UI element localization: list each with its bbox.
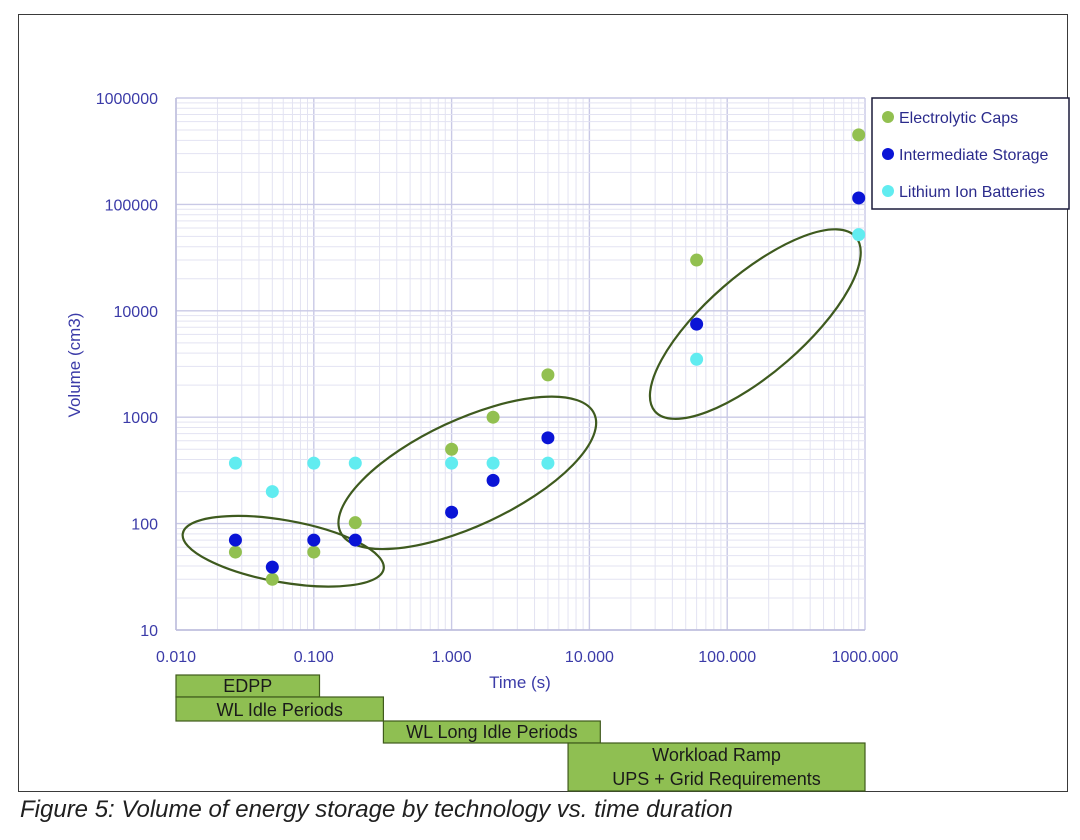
y-tick-label: 1000000: [96, 91, 158, 108]
lithium-ion-batteries-point: [690, 352, 704, 366]
intermediate-storage-point: [445, 505, 459, 519]
intermediate-storage-point: [541, 431, 555, 445]
x-axis-label: Time (s): [489, 673, 551, 692]
intermediate-storage-point: [228, 533, 242, 547]
time-band: [175, 696, 385, 722]
plot-gridlines: [175, 97, 866, 631]
electrolytic-caps-point: [307, 545, 321, 559]
time-band-label: EDPP: [223, 676, 272, 696]
electrolytic-caps-point: [852, 128, 866, 142]
x-tick-label: 0.100: [294, 649, 334, 666]
electrolytic-caps-point: [348, 516, 362, 530]
lithium-ion-batteries-point: [852, 228, 866, 242]
lithium-ion-batteries-point: [265, 485, 279, 499]
intermediate-storage-point: [690, 317, 704, 331]
scatter-chart: 0.010 0.100 1.000 10.000 100.000 1000.000 10 10…: [65, 91, 1070, 792]
time-bands: EDPP WL Idle Periods WL Long Idle Periods W…: [175, 674, 866, 792]
electrolytic-caps-point: [486, 410, 500, 424]
x-tick-label: 1.000: [432, 649, 472, 666]
time-band: [382, 720, 601, 744]
x-tick-label: 0.010: [156, 649, 196, 666]
y-tick-label: 100000: [105, 197, 158, 214]
y-tick-label: 10: [140, 623, 158, 640]
intermediate-storage-point: [307, 533, 321, 547]
legend-label: Electrolytic Caps: [899, 110, 1018, 127]
axis-tick-labels: 0.010 0.100 1.000 10.000 100.000 1000.000 10 10…: [96, 91, 899, 666]
lithium-ion-batteries-point: [541, 456, 555, 470]
intermediate-storage-point: [486, 473, 500, 487]
y-axis-label: Volume (cm3): [65, 313, 84, 418]
y-tick-label: 10000: [114, 304, 159, 321]
x-tick-label: 1000.000: [832, 649, 899, 666]
time-band-label: WL Idle Periods: [217, 700, 343, 720]
electrolytic-caps-point: [541, 368, 555, 382]
legend-marker: [882, 185, 894, 197]
lithium-ion-batteries-point: [445, 456, 459, 470]
figure-caption: Figure 5: Volume of energy storage by te…: [20, 796, 733, 823]
intermediate-storage-point: [852, 191, 866, 205]
grouping-ellipse: [648, 228, 862, 420]
time-band-label: WL Long Idle Periods: [406, 722, 577, 742]
y-tick-label: 100: [131, 517, 158, 534]
time-band: [567, 742, 866, 792]
time-band-label: Workload Ramp: [652, 745, 781, 765]
electrolytic-caps-point: [265, 572, 279, 586]
lithium-ion-batteries-point: [348, 456, 362, 470]
legend-label: Lithium Ion Batteries: [899, 184, 1045, 201]
time-band-label: UPS + Grid Requirements: [612, 769, 821, 789]
intermediate-storage-point: [348, 533, 362, 547]
legend-marker: [882, 111, 894, 123]
legend-box: [871, 97, 1070, 210]
lithium-ion-batteries-point: [486, 456, 500, 470]
grouping-ellipse: [337, 395, 598, 551]
x-tick-label: 10.000: [565, 649, 614, 666]
x-tick-label: 100.000: [698, 649, 756, 666]
lithium-ion-batteries-point: [307, 456, 321, 470]
legend-marker: [882, 148, 894, 160]
intermediate-storage-point: [265, 560, 279, 574]
electrolytic-caps-point: [228, 545, 242, 559]
legend: Electrolytic Caps Intermediate Storage Lit…: [871, 97, 1070, 210]
electrolytic-caps-point: [690, 253, 704, 267]
lithium-ion-batteries-point: [228, 456, 242, 470]
electrolytic-caps-point: [445, 442, 459, 456]
data-points: [228, 128, 866, 586]
y-tick-label: 1000: [122, 410, 158, 427]
legend-label: Intermediate Storage: [899, 147, 1049, 164]
